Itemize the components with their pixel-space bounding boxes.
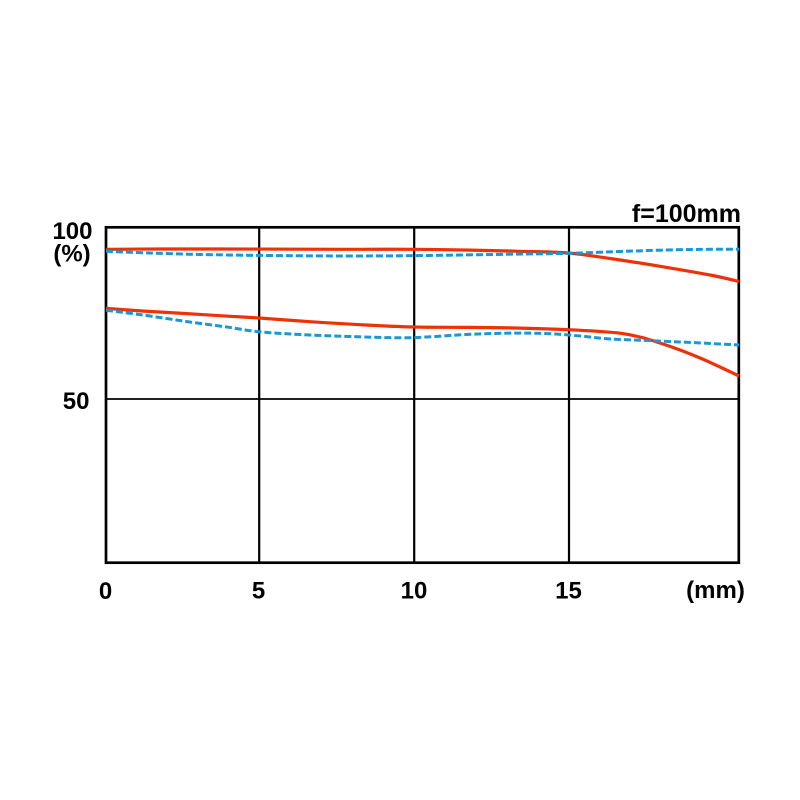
svg-text:(mm): (mm) bbox=[686, 577, 745, 604]
svg-text:f=100mm: f=100mm bbox=[632, 200, 741, 228]
svg-text:15: 15 bbox=[555, 578, 582, 605]
svg-text:50: 50 bbox=[63, 388, 90, 415]
svg-text:(%): (%) bbox=[53, 241, 90, 268]
svg-text:0: 0 bbox=[99, 578, 112, 605]
svg-text:100: 100 bbox=[52, 218, 92, 245]
svg-text:10: 10 bbox=[401, 578, 428, 605]
svg-text:5: 5 bbox=[252, 578, 265, 605]
